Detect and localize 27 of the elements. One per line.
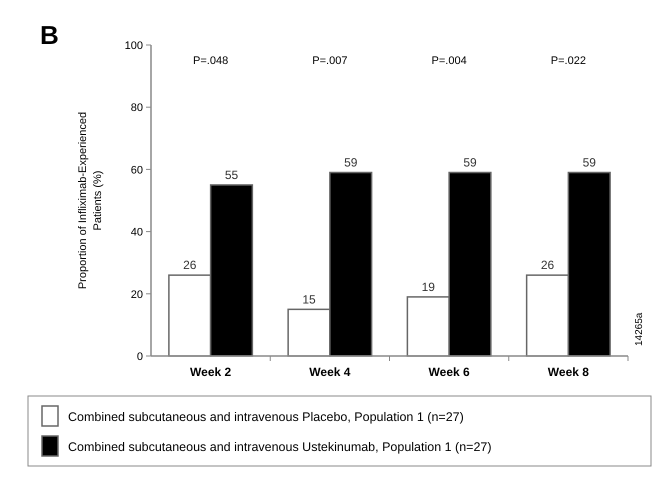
- annotation: P=.004: [432, 55, 467, 67]
- y-tick-label: 40: [130, 226, 143, 239]
- data-label: 59: [582, 156, 596, 170]
- annotation: P=.022: [550, 55, 586, 67]
- data-label: 59: [463, 156, 477, 170]
- legend-label: Combined subcutaneous and intravenous Placebo, Population 1 (n=27): [68, 410, 464, 424]
- y-tick-label: 60: [130, 164, 143, 176]
- data-label: 26: [183, 258, 197, 272]
- x-tick-label: Week 4: [309, 365, 351, 379]
- data-label: 59: [344, 156, 358, 170]
- y-tick-label: 0: [136, 351, 143, 363]
- annotation: P=.007: [312, 55, 348, 67]
- x-tick-label: Week 8: [548, 365, 590, 379]
- data-label: 26: [540, 258, 554, 272]
- annotation: P=.048: [193, 55, 228, 67]
- x-tick-label: Week 2: [190, 365, 232, 379]
- text: 14265a: [634, 312, 645, 346]
- text: B: [40, 20, 59, 50]
- x-tick-label: Week 6: [428, 365, 470, 379]
- y-axis-title: Proportion of Infliximab-Experienced Patients (%): [77, 112, 104, 290]
- y-tick-label: 80: [130, 102, 143, 114]
- y-tick-label: 100: [124, 40, 143, 52]
- legend-label: Combined subcutaneous and intravenous Ustekinumab, Population 1 (n=27): [68, 440, 492, 454]
- data-label: 15: [302, 292, 316, 306]
- y-tick-label: 20: [130, 288, 143, 301]
- data-label: 19: [422, 280, 436, 294]
- data-label: 55: [224, 168, 238, 182]
